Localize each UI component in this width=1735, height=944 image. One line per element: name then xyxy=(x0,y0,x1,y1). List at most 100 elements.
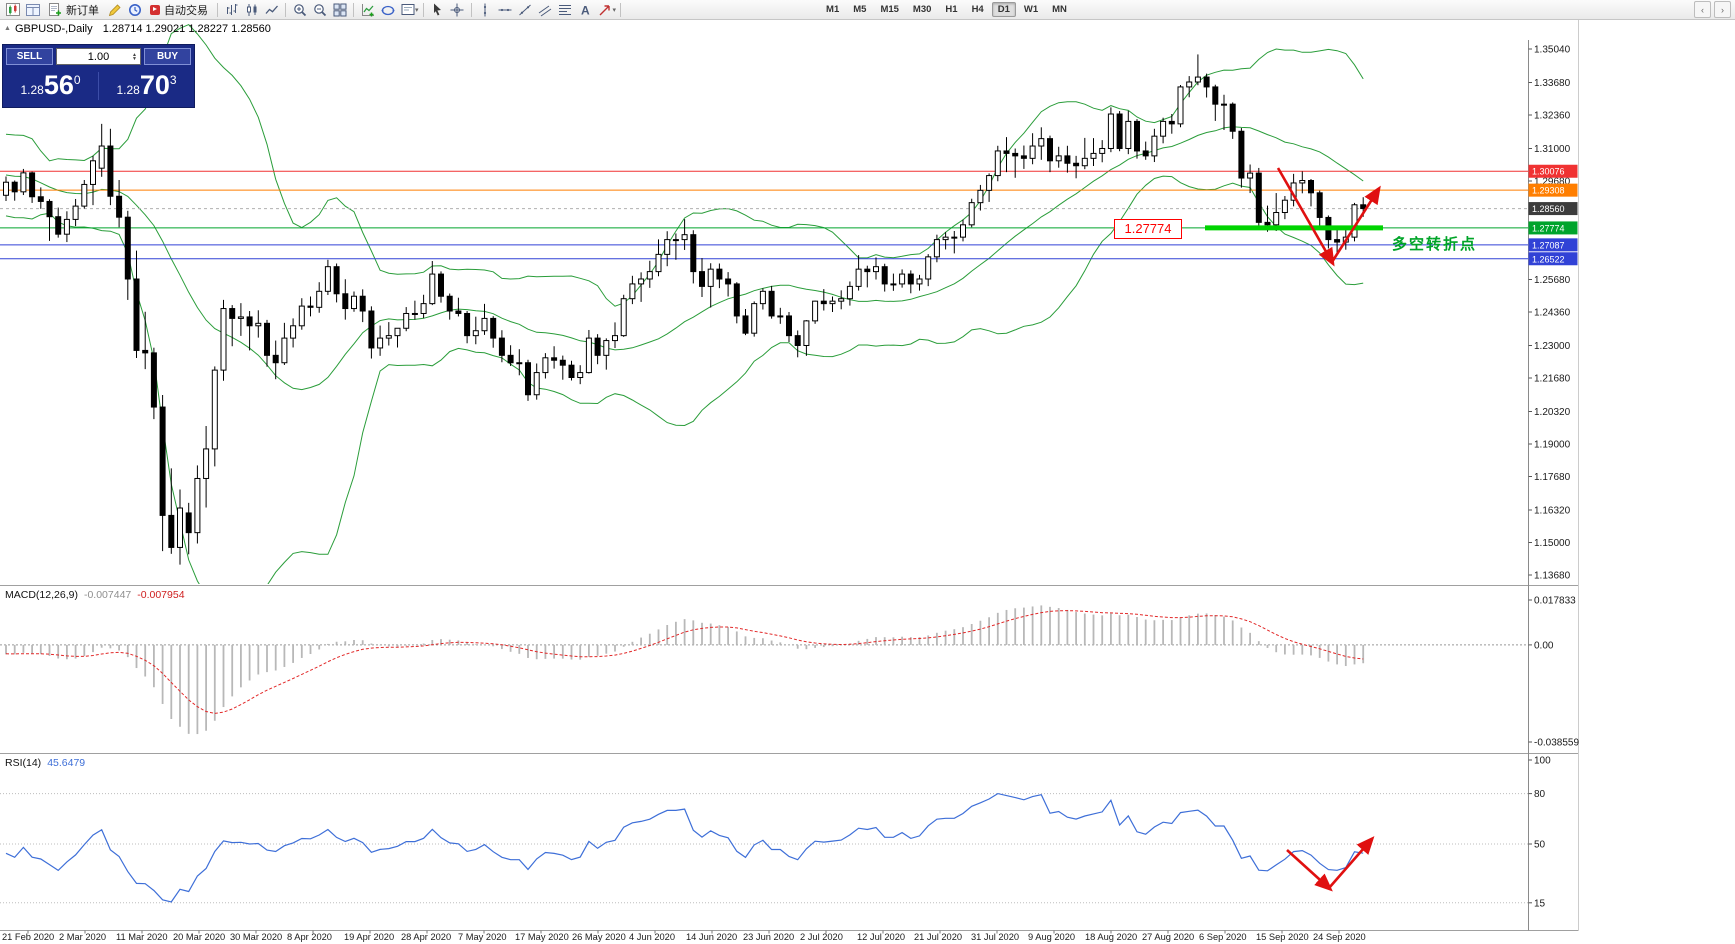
svg-text:17 May 2020: 17 May 2020 xyxy=(515,932,569,942)
svg-text:1.17680: 1.17680 xyxy=(1534,472,1571,483)
trendline-icon[interactable] xyxy=(516,1,535,18)
price-line-tag xyxy=(1528,221,1578,235)
svg-text:1.33680: 1.33680 xyxy=(1534,78,1571,89)
macd-main-value: -0.007447 xyxy=(83,589,132,601)
buy-price-prefix: 1.28 xyxy=(116,83,140,97)
strategy-tester-icon[interactable] xyxy=(125,1,144,18)
candlestick-chart-icon[interactable] xyxy=(242,1,261,18)
toolbar-scroll-right-icon[interactable]: › xyxy=(1714,1,1731,18)
template-icon[interactable] xyxy=(398,1,417,18)
timeframe-m1-button[interactable]: M1 xyxy=(826,4,840,15)
timeframe-m30-button[interactable]: M30 xyxy=(912,4,932,15)
autotrade-status-icon xyxy=(150,4,160,15)
tile-windows-icon[interactable] xyxy=(330,1,349,18)
panel-divider xyxy=(98,71,99,100)
line-chart-icon[interactable] xyxy=(262,1,281,18)
svg-text:15 Sep 2020: 15 Sep 2020 xyxy=(1256,932,1309,942)
svg-text:28 Apr 2020: 28 Apr 2020 xyxy=(401,932,451,942)
bollinger-lower-line xyxy=(5,175,1364,584)
svg-text:2 Mar 2020: 2 Mar 2020 xyxy=(59,932,106,942)
crosshair-icon[interactable] xyxy=(448,1,467,18)
chart-area[interactable]: 1.35040 1.33680 1.32360 1.31000 1.29680 1.256… xyxy=(0,20,1735,944)
svg-text:24 Sep 2020: 24 Sep 2020 xyxy=(1313,932,1366,942)
toolbar-scroll-left-icon[interactable]: ‹ xyxy=(1694,1,1711,18)
cursor-icon[interactable] xyxy=(428,1,447,18)
price-line-tag xyxy=(1528,252,1578,266)
timeframe-mn-button[interactable]: MN xyxy=(1052,4,1067,15)
timeframe-w1-button[interactable]: W1 xyxy=(1023,4,1039,15)
svg-text:1.31000: 1.31000 xyxy=(1534,144,1571,155)
timeframe-h4-button[interactable]: H4 xyxy=(971,4,984,15)
macd-pane[interactable] xyxy=(0,605,1528,735)
new-chart-icon[interactable] xyxy=(3,1,22,18)
volume-spinner[interactable]: ▲ ▼ xyxy=(132,51,137,62)
volume-input[interactable]: 1.00 ▲ ▼ xyxy=(56,48,141,65)
svg-text:9 Aug 2020: 9 Aug 2020 xyxy=(1028,932,1075,942)
price-line-tag xyxy=(1528,183,1578,197)
chart-profiles-icon[interactable] xyxy=(23,1,42,18)
cycles-icon[interactable] xyxy=(378,1,397,18)
svg-text:12 Jul 2020: 12 Jul 2020 xyxy=(857,932,905,942)
svg-text:1.27087: 1.27087 xyxy=(1532,240,1565,250)
chevron-down-icon[interactable]: ▾ xyxy=(612,6,617,14)
text-tool-icon[interactable]: A xyxy=(576,1,595,18)
new-order-button[interactable]: 新订单 xyxy=(43,1,104,19)
svg-text:11 Mar 2020: 11 Mar 2020 xyxy=(116,932,168,942)
price-callout-box[interactable]: 1.27774 xyxy=(1114,219,1182,239)
price-line-tag xyxy=(1528,202,1578,216)
horizontal-line-icon[interactable] xyxy=(496,1,515,18)
toolbar-right-group: ‹ › xyxy=(1694,1,1731,18)
svg-text:1.29308: 1.29308 xyxy=(1532,186,1565,196)
rsi-pane[interactable] xyxy=(0,792,1528,904)
svg-text:1.21680: 1.21680 xyxy=(1534,373,1571,384)
zoom-in-icon[interactable] xyxy=(290,1,309,18)
svg-text:1.26522: 1.26522 xyxy=(1532,254,1565,264)
one-click-collapse-icon[interactable]: ▲ xyxy=(4,25,11,32)
toolbar-separator xyxy=(620,2,622,17)
chevron-down-icon[interactable]: ▾ xyxy=(415,6,419,14)
annotations-layer[interactable] xyxy=(1276,167,1381,892)
indicators-icon[interactable] xyxy=(358,1,377,18)
price-line-tag xyxy=(1528,238,1578,252)
axes-layer[interactable]: 1.35040 1.33680 1.32360 1.31000 1.29680 1.256… xyxy=(0,20,1579,942)
svg-text:31 Jul 2020: 31 Jul 2020 xyxy=(971,932,1019,942)
svg-text:50: 50 xyxy=(1534,840,1546,851)
svg-text:80: 80 xyxy=(1534,789,1546,800)
svg-text:1.32360: 1.32360 xyxy=(1534,110,1571,121)
volume-value: 1.00 xyxy=(87,51,110,63)
svg-text:1.20320: 1.20320 xyxy=(1534,407,1571,418)
buy-price-big: 70 xyxy=(139,70,170,100)
vertical-line-icon[interactable] xyxy=(476,1,495,18)
fibonacci-icon[interactable] xyxy=(556,1,575,18)
svg-text:1.25680: 1.25680 xyxy=(1534,275,1571,286)
macd-histogram xyxy=(5,605,1365,735)
rsi-indicator-label: RSI(14) 45.6479 xyxy=(5,757,85,769)
one-click-trading-panel: SELL 1.00 ▲ ▼ BUY 1.28560 1.28703 xyxy=(2,44,195,108)
price-pane[interactable] xyxy=(0,24,1528,600)
autotrading-button[interactable]: 自动交易 xyxy=(145,1,213,19)
autotrade-label: 自动交易 xyxy=(164,4,208,17)
timeframe-h1-button[interactable]: H1 xyxy=(945,4,958,15)
svg-text:1.24360: 1.24360 xyxy=(1534,308,1571,319)
timeframe-m15-button[interactable]: M15 xyxy=(880,4,899,15)
svg-text:1.16320: 1.16320 xyxy=(1534,505,1571,516)
svg-text:-0.038559: -0.038559 xyxy=(1534,738,1579,749)
zoom-out-icon[interactable] xyxy=(310,1,329,18)
svg-text:1.27774: 1.27774 xyxy=(1532,223,1565,233)
svg-text:4 Jun 2020: 4 Jun 2020 xyxy=(629,932,675,942)
sell-price[interactable]: 1.28560 xyxy=(3,70,98,101)
timeframe-m5-button[interactable]: M5 xyxy=(853,4,867,15)
timeframe-d1-button[interactable]: D1 xyxy=(991,2,1016,17)
buy-button[interactable]: BUY xyxy=(144,48,191,65)
sell-button[interactable]: SELL xyxy=(6,48,53,65)
toolbar-separator xyxy=(217,2,218,17)
bar-chart-icon[interactable] xyxy=(222,1,241,18)
turning-point-annotation[interactable]: 多空转折点 xyxy=(1392,236,1478,253)
macd-signal-line xyxy=(5,610,1364,714)
metaeditor-icon[interactable] xyxy=(105,1,124,18)
buy-price[interactable]: 1.28703 xyxy=(99,70,194,101)
macd-name: MACD(12,26,9) xyxy=(5,589,78,601)
arrow-tool-icon[interactable] xyxy=(596,1,615,18)
price-line-tag xyxy=(1528,164,1578,178)
channel-icon[interactable] xyxy=(536,1,555,18)
